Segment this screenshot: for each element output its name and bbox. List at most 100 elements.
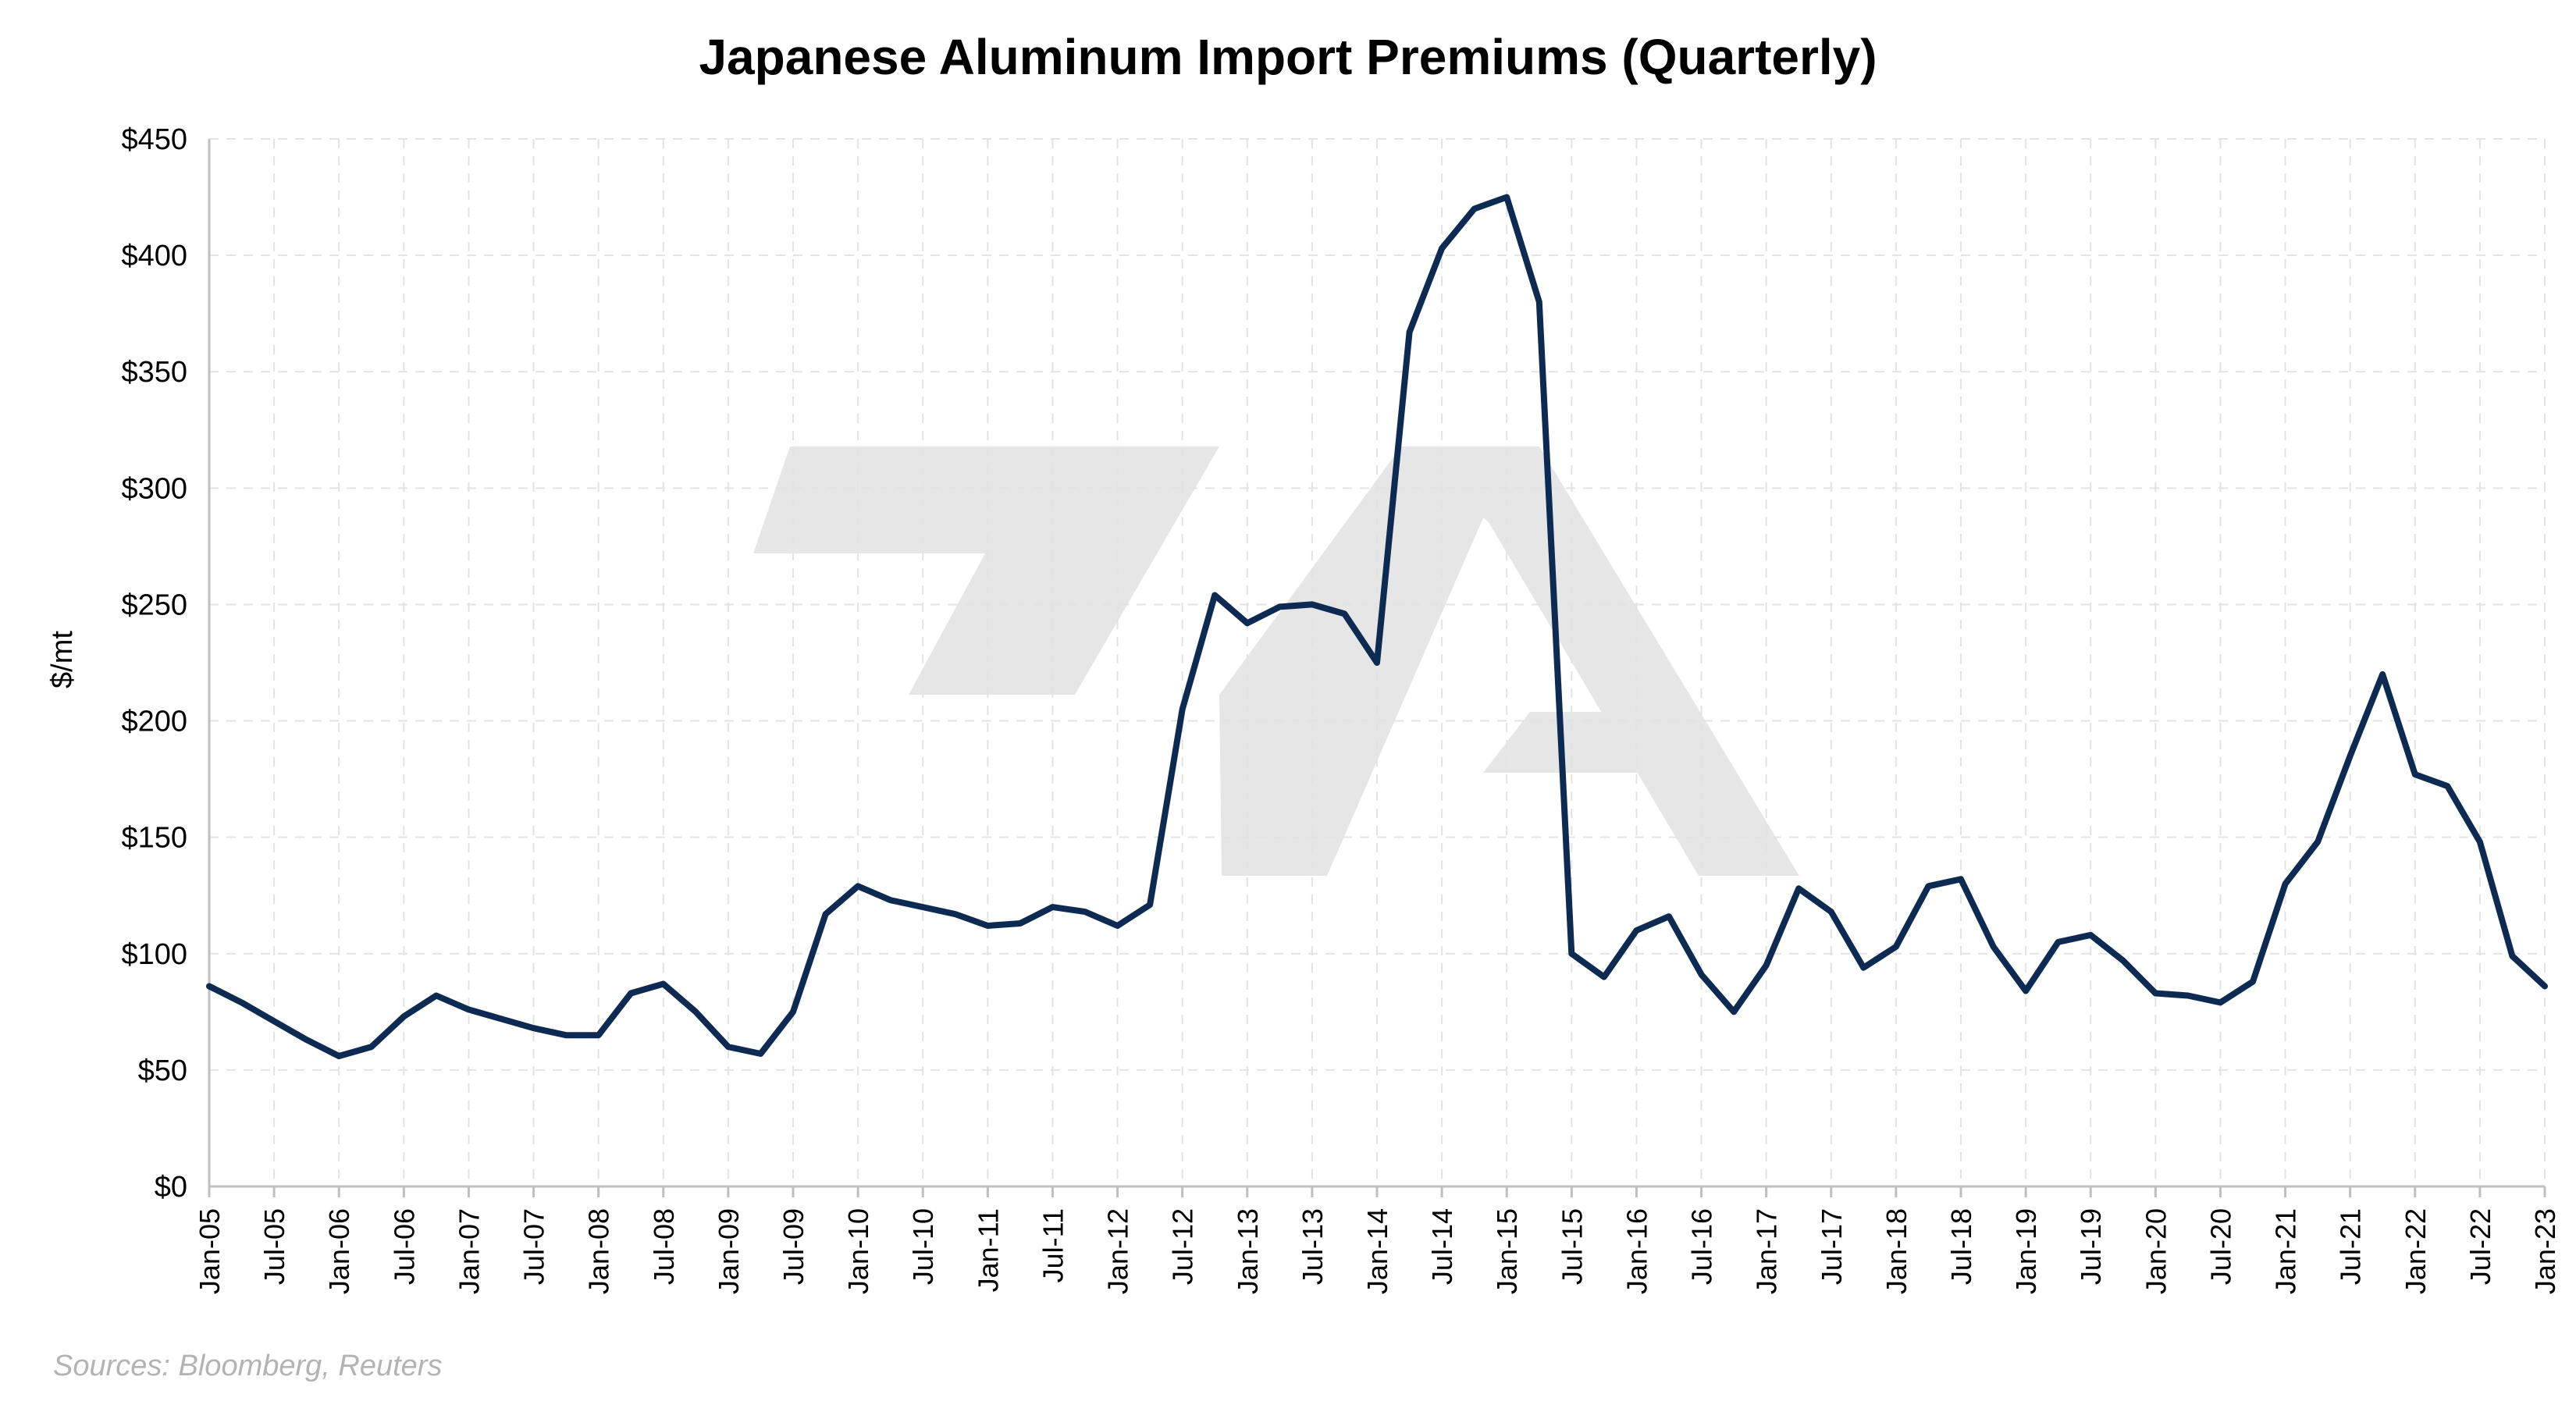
- data-point: [661, 982, 666, 987]
- data-point: [1764, 963, 1769, 968]
- data-point: [1277, 604, 1282, 609]
- chart-title: Japanese Aluminum Import Premiums (Quart…: [699, 29, 1877, 85]
- x-tick-label: Jan-07: [453, 1208, 485, 1294]
- axes: [208, 139, 2546, 1197]
- data-point: [726, 1044, 731, 1049]
- data-point: [499, 1016, 503, 1021]
- data-point: [2380, 672, 2385, 677]
- data-point: [888, 898, 893, 902]
- data-point: [401, 1014, 406, 1019]
- y-tick-label: $100: [121, 938, 187, 971]
- data-point: [207, 984, 212, 989]
- data-point: [1147, 902, 1152, 907]
- x-tick-label: Jan-19: [2010, 1208, 2042, 1294]
- x-tick-label: Jan-05: [194, 1208, 226, 1294]
- y-tick-label: $50: [138, 1055, 187, 1087]
- data-point: [2283, 881, 2288, 886]
- watermark-a-right: [1401, 446, 1799, 876]
- data-point: [1699, 973, 1704, 977]
- data-point: [1018, 921, 1023, 926]
- y-tick-label: $350: [121, 356, 187, 389]
- data-point: [1212, 593, 1217, 598]
- watermark-seven: [753, 446, 1219, 695]
- data-point: [2348, 753, 2353, 758]
- data-point: [466, 1007, 471, 1012]
- data-point: [1796, 886, 1801, 891]
- data-point: [304, 1037, 309, 1042]
- data-point: [1504, 195, 1509, 200]
- data-point: [1991, 944, 1996, 949]
- x-tick-label: Jul-12: [1167, 1208, 1199, 1285]
- data-point: [1926, 884, 1930, 888]
- x-tick-label: Jan-06: [323, 1208, 355, 1294]
- x-tick-label: Jan-13: [1232, 1208, 1264, 1294]
- x-tick-label: Jul-20: [2204, 1208, 2236, 1285]
- data-point: [1310, 602, 1315, 606]
- data-point: [2250, 980, 2255, 984]
- data-point: [1667, 914, 1671, 919]
- data-point: [532, 1026, 536, 1030]
- data-point: [1537, 300, 1542, 304]
- watermark-a-left: [1219, 446, 1514, 876]
- data-point: [1180, 707, 1185, 712]
- x-tick-label: Jan-21: [2270, 1208, 2302, 1294]
- data-point: [2023, 989, 2028, 994]
- data-point: [369, 1044, 374, 1049]
- data-point: [1959, 877, 1963, 881]
- x-tick-label: Jul-16: [1686, 1208, 1718, 1285]
- data-point: [1894, 944, 1898, 949]
- data-point: [791, 1009, 795, 1014]
- y-tick-label: $250: [121, 589, 187, 621]
- x-tick-label: Jan-10: [842, 1208, 874, 1294]
- data-point: [2478, 840, 2482, 845]
- data-point: [1115, 923, 1120, 928]
- data-point: [2121, 959, 2126, 963]
- source-note: Sources: Bloomberg, Reuters: [53, 1350, 442, 1382]
- data-point: [985, 923, 990, 928]
- data-point: [953, 912, 958, 916]
- x-tick-label: Jan-12: [1102, 1208, 1134, 1294]
- data-point: [1050, 905, 1055, 909]
- x-tick-label: Jan-09: [713, 1208, 745, 1294]
- x-tick-label: Jul-10: [907, 1208, 939, 1285]
- x-tick-label: Jul-17: [1816, 1208, 1848, 1285]
- data-point: [2315, 840, 2320, 845]
- data-point: [1407, 330, 1412, 335]
- data-point: [693, 1009, 698, 1014]
- gridlines: [208, 138, 2546, 1186]
- x-tick-label: Jan-15: [1491, 1208, 1523, 1294]
- data-point: [1472, 207, 1477, 212]
- data-point: [1861, 966, 1866, 970]
- data-point: [2153, 991, 2158, 996]
- data-point: [1602, 975, 1606, 980]
- data-point: [824, 912, 828, 916]
- x-tick-label: Jul-21: [2335, 1208, 2367, 1285]
- watermark-logo: [753, 446, 1799, 876]
- y-axis-label: $/mt: [46, 631, 79, 688]
- data-point: [336, 1054, 341, 1058]
- data-point: [2542, 984, 2547, 989]
- x-tick-label: Jan-22: [2400, 1208, 2432, 1294]
- x-tick-label: Jul-15: [1556, 1208, 1588, 1285]
- y-tick-labels: $0 $50 $100 $150 $200 $250 $300 $350 $400 $450: [121, 123, 187, 1204]
- data-point: [758, 1051, 763, 1056]
- data-point: [1375, 660, 1379, 665]
- y-tick-label: $400: [121, 240, 187, 272]
- data-point: [856, 884, 860, 888]
- x-tick-label: Jan-23: [2529, 1208, 2561, 1294]
- data-point: [1731, 1009, 1736, 1014]
- series: [206, 194, 2548, 1059]
- y-tick-label: $200: [121, 706, 187, 738]
- x-tick-label: Jan-20: [2140, 1208, 2172, 1294]
- x-tick-label: Jul-07: [518, 1208, 550, 1285]
- data-point: [596, 1033, 601, 1037]
- data-point: [2445, 784, 2450, 788]
- x-tick-label: Jul-08: [648, 1208, 680, 1285]
- data-point: [1439, 246, 1444, 251]
- series-line: [206, 194, 2548, 1059]
- x-tick-label: Jul-09: [777, 1208, 809, 1285]
- watermark-a-bar: [1483, 712, 1655, 773]
- x-tick-label: Jul-06: [388, 1208, 420, 1285]
